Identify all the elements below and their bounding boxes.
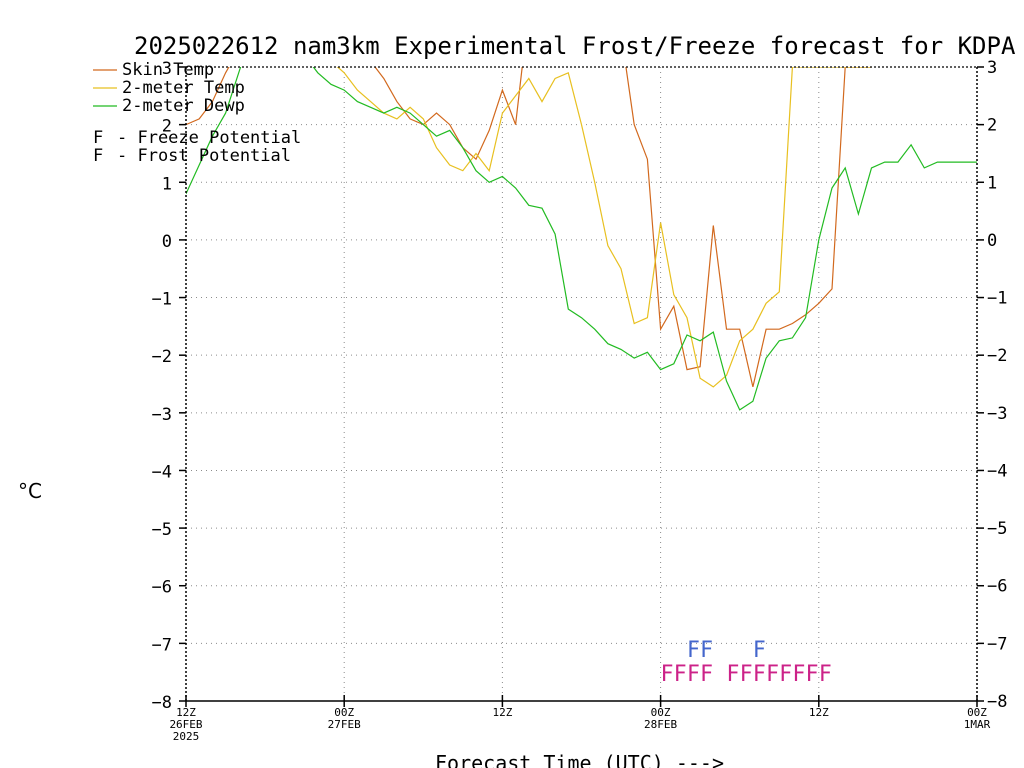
series-line-2-meter-temp: [336, 67, 872, 388]
y-tick-label-left: −8: [152, 693, 172, 713]
series-group: [186, 67, 977, 411]
x-tick-label: 28FEB: [644, 718, 677, 731]
x-tick-label: 12Z: [809, 706, 829, 719]
freeze-flag: F: [687, 662, 700, 687]
legend-label: 2-meter Temp: [122, 78, 245, 98]
freeze-flag: F: [700, 662, 713, 687]
chart-title: 2025022612 nam3km Experimental Frost/Fre…: [134, 32, 1016, 60]
x-tick-label: 00Z: [334, 706, 354, 719]
grid: [186, 67, 977, 701]
y-tick-label-left: 2: [162, 117, 172, 137]
y-tick-label-right: −1: [987, 289, 1007, 309]
y-tick-label-left: 3: [162, 59, 172, 79]
y-tick-label-right: 1: [987, 173, 997, 193]
series-line-skin-temp: [186, 67, 872, 388]
freeze-flag: F: [780, 662, 793, 687]
y-tick-label-right: −2: [987, 346, 1007, 366]
legend-label: Skin Temp: [122, 60, 214, 80]
y-tick-label-left: −4: [152, 462, 172, 482]
x-tick-label: 00Z: [651, 706, 671, 719]
y-tick-label-right: 0: [987, 231, 997, 251]
legend-flag-letter: F: [93, 146, 103, 166]
x-tick-label: 00Z: [967, 706, 987, 719]
freeze-flag: F: [727, 662, 740, 687]
y-tick-label-right: −7: [987, 634, 1007, 654]
series-line-2-meter-dewp: [186, 67, 977, 411]
y-tick-label-left: 0: [162, 232, 172, 252]
y-tick-label-left: −5: [152, 520, 172, 540]
x-tick-label: 12Z: [176, 706, 196, 719]
y-tick-label-right: 2: [987, 116, 997, 136]
plot-frame: [185, 66, 978, 702]
x-axis-label: Forecast Time (UTC) --->: [435, 751, 724, 768]
x-tick-label: 27FEB: [328, 718, 361, 731]
y-tick-label-right: −5: [987, 519, 1007, 539]
freeze-flag: F: [793, 662, 806, 687]
potential-flags: F F FF F F F F F F F F F F F: [661, 638, 832, 687]
freeze-flag: F: [674, 662, 687, 687]
legend-flag-label: - Freeze Potential: [117, 128, 301, 148]
y-axis-label: °C: [18, 479, 42, 503]
freeze-flag: F: [806, 662, 819, 687]
freeze-flag: F: [819, 662, 832, 687]
freeze-flag: F: [753, 662, 766, 687]
y-tick-label-right: −3: [987, 404, 1007, 424]
y-tick-label-right: −4: [987, 461, 1007, 481]
legend-flag-label: - Frost Potential: [117, 146, 291, 166]
legend-flag-letter: F: [93, 128, 103, 148]
x-tick-label: 2025: [173, 730, 200, 743]
freeze-flag: F: [766, 662, 779, 687]
freeze-flag: F: [740, 662, 753, 687]
y-tick-label-left: −7: [152, 635, 172, 655]
y-axis-ticks: −8 −8 −7 −7 −6 −6 −5 −5 −4 −4 −3 −3 −2 −2 −1 −1 0 0 1 1 2 2 3 3: [152, 58, 1008, 713]
x-tick-label: 26FEB: [169, 718, 202, 731]
frost-flag: F: [700, 638, 713, 663]
frost-flag: F: [753, 638, 766, 663]
legend-label: 2-meter Dewp: [122, 96, 245, 116]
y-tick-label-left: −6: [152, 578, 172, 598]
y-tick-label-left: −3: [152, 405, 172, 425]
y-tick-label-right: −8: [987, 692, 1007, 712]
freeze-flag: F: [661, 662, 674, 687]
y-tick-label-right: −6: [987, 577, 1007, 597]
frost-flag: F: [687, 638, 700, 663]
x-tick-label: 1MAR: [964, 718, 991, 731]
y-tick-label-right: 3: [987, 58, 997, 78]
y-tick-label-left: −1: [152, 290, 172, 310]
y-tick-label-left: −2: [152, 347, 172, 367]
y-tick-label-left: 1: [162, 174, 172, 194]
x-tick-label: 12Z: [492, 706, 512, 719]
